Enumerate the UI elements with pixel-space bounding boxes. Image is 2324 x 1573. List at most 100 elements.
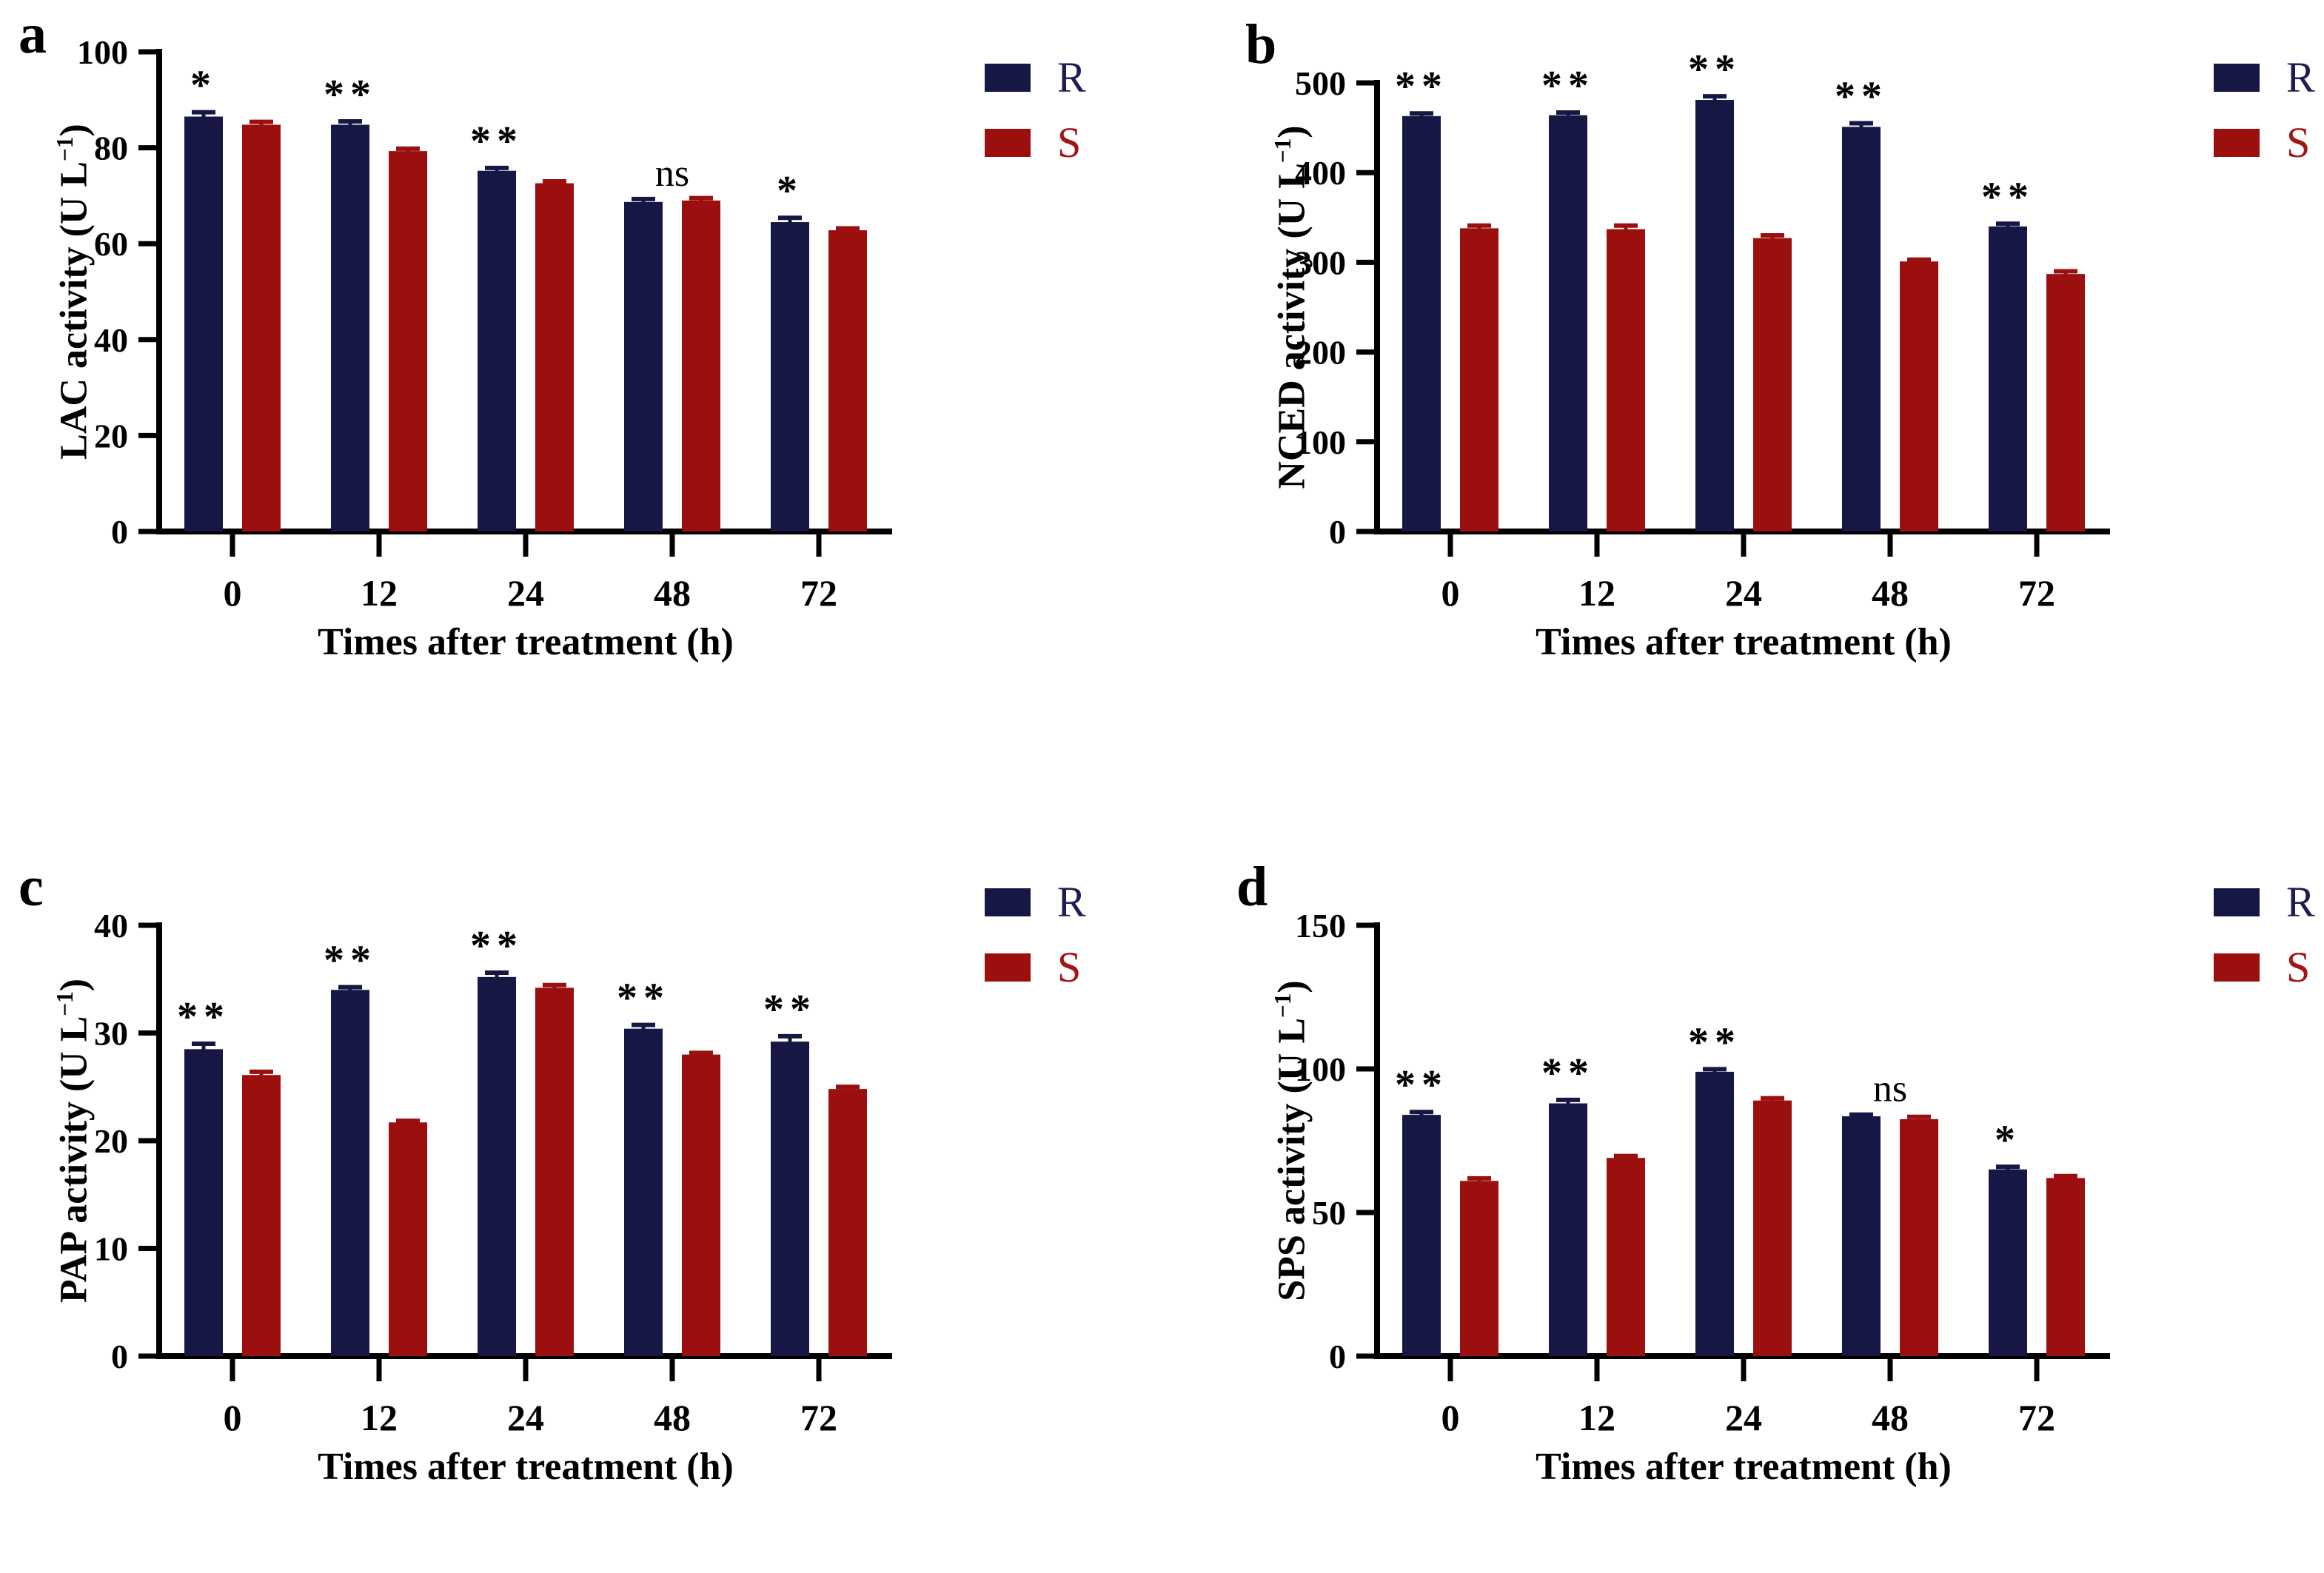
x-tick-label: 24 (507, 572, 544, 614)
panel-letter-b: b (1245, 13, 1277, 76)
bar-r (1989, 226, 2027, 531)
bar-s (1900, 261, 1938, 531)
bar-s (1607, 229, 1645, 531)
x-tick-label: 24 (1725, 1397, 1762, 1438)
bar-r (1695, 1071, 1734, 1356)
significance-label: ** (1835, 74, 1888, 120)
legend-label-r: R (2286, 53, 2315, 101)
significance-label: * (1995, 1117, 2021, 1163)
bar-r (331, 124, 369, 532)
legend-label-s: S (1057, 118, 1082, 167)
y-tick-label: 40 (94, 321, 128, 359)
bar-r (771, 1042, 809, 1356)
x-tick-label: 12 (361, 1397, 398, 1438)
bar-r (624, 1028, 663, 1356)
legend-entry-r: R (985, 53, 1086, 101)
legend-entry-r: R (985, 881, 1086, 924)
bar-s (242, 124, 281, 532)
legend-swatch-r (2214, 888, 2260, 916)
legend-swatch-s (2214, 129, 2260, 157)
bar-s (1460, 228, 1498, 531)
y-tick-label: 30 (94, 1015, 128, 1053)
legend: R S (2214, 878, 2315, 989)
significance-label: ** (617, 976, 670, 1022)
x-axis-title: Times after treatment (h) (318, 621, 734, 663)
legend-entry-s: S (2214, 121, 2315, 164)
bar-r (331, 990, 369, 1356)
y-tick-label: 0 (111, 1338, 128, 1375)
bar-r (478, 976, 516, 1356)
y-tick-label: 50 (1312, 1194, 1346, 1232)
legend-label-r: R (2286, 878, 2315, 926)
legend-entry-r: R (2214, 53, 2315, 101)
bar-r (771, 222, 809, 531)
significance-label: ** (324, 72, 377, 118)
significance-label: ** (470, 923, 523, 969)
x-tick-label: 24 (1725, 572, 1762, 614)
legend-entry-r: R (2214, 878, 2315, 926)
x-tick-label: 72 (800, 1397, 837, 1438)
bar-plot-b: 0 100 200 300 400 500 0 ** 12 ** 24 ** 48 ** 72 ** (1295, 47, 2110, 614)
panel-d: d SPS activity (U L−1) 0 50 100 150 0 ** 12 ** 2… (1162, 825, 2324, 1573)
y-tick-label: 100 (77, 33, 128, 71)
x-tick-label: 72 (800, 572, 837, 614)
bar-s (535, 183, 574, 531)
significance-label: * (190, 63, 217, 109)
y-tick-label: 60 (94, 225, 128, 263)
legend: R S (985, 53, 1086, 167)
panel-letter-d: d (1236, 856, 1268, 918)
x-tick-label: 24 (507, 1397, 544, 1438)
legend-swatch-r (985, 64, 1031, 92)
y-tick-label: 300 (1295, 244, 1346, 281)
panel-b: b NCED activity (U L−1) 0 100 200 300 400 500… (1162, 0, 2324, 748)
panel-a: a LAC activity (U L−1) 0 20 40 60 80 100 0 * 12 *… (0, 0, 1162, 748)
bar-s (535, 987, 574, 1356)
x-tick-label: 72 (2018, 1397, 2055, 1438)
x-tick-label: 12 (1578, 1397, 1615, 1438)
legend-entry-s: S (985, 946, 1086, 989)
bar-s (828, 1089, 867, 1356)
significance-label: ** (1981, 174, 2035, 220)
legend: R S (2214, 53, 2315, 164)
legend-swatch-s (985, 129, 1031, 157)
bar-plot-a: 0 20 40 60 80 100 0 * 12 ** 24 ** 48 ns 72 * (77, 33, 892, 614)
x-tick-label: 12 (1578, 572, 1615, 614)
bar-s (1460, 1181, 1498, 1356)
y-tick-label: 0 (111, 513, 128, 551)
bar-s (242, 1075, 281, 1356)
x-tick-label: 48 (1872, 1397, 1909, 1438)
panel-c: c PAP activity (U L−1) 0 10 20 30 40 0 ** 12 ** 2… (0, 825, 1162, 1573)
x-tick-label: 0 (224, 572, 242, 614)
significance-label: ns (655, 152, 689, 195)
bar-r (1549, 1103, 1587, 1356)
bar-s (682, 1054, 720, 1356)
bar-r (184, 1049, 223, 1356)
x-axis-title: Times after treatment (h) (1536, 621, 1952, 663)
bar-r (1549, 115, 1587, 531)
y-tick-label: 150 (1295, 907, 1346, 945)
y-tick-label: 40 (94, 907, 128, 945)
bar-r (1402, 115, 1441, 531)
bar-plot-d: 0 50 100 150 0 ** 12 ** 24 ** 48 ns 72 * (1295, 907, 2110, 1438)
legend-swatch-s (2214, 953, 2260, 982)
y-tick-label: 100 (1295, 423, 1346, 461)
bar-s (682, 200, 720, 531)
x-tick-label: 72 (2018, 572, 2055, 614)
legend-entry-s: S (2214, 946, 2315, 989)
y-tick-label: 100 (1295, 1050, 1346, 1088)
legend-label-r: R (1057, 53, 1086, 101)
significance-label: ** (177, 994, 230, 1040)
bar-s (389, 1122, 427, 1356)
four-panel-bar-figure: a LAC activity (U L−1) 0 20 40 60 80 100 0 * 12 *… (0, 0, 2324, 1488)
x-axis-title: Times after treatment (h) (1536, 1446, 1952, 1488)
bar-s (389, 151, 427, 532)
panel-letter-c: c (19, 856, 44, 918)
panel-letter-a: a (19, 3, 47, 65)
significance-label: ** (763, 987, 817, 1033)
significance-label: ** (324, 938, 377, 984)
significance-label: ** (1395, 1062, 1448, 1108)
significance-label: ** (1395, 64, 1448, 110)
significance-label: ** (470, 118, 523, 164)
bar-r (624, 201, 663, 531)
x-tick-label: 48 (654, 1397, 691, 1438)
